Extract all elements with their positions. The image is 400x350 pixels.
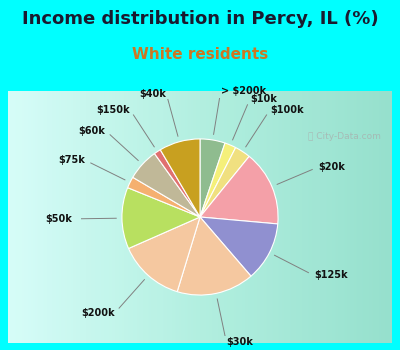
Text: $100k: $100k [270,105,304,115]
Wedge shape [200,139,225,217]
Wedge shape [154,150,200,217]
Text: $50k: $50k [45,214,72,224]
Wedge shape [133,154,200,217]
Wedge shape [160,139,200,217]
Text: $10k: $10k [250,94,277,104]
Text: $150k: $150k [96,105,130,115]
Wedge shape [122,188,200,248]
Wedge shape [128,217,200,292]
Wedge shape [200,148,249,217]
Text: $200k: $200k [82,308,115,318]
Text: White residents: White residents [132,47,268,62]
Text: > $200k: > $200k [221,86,266,96]
Text: $40k: $40k [139,89,166,99]
Text: $20k: $20k [318,162,345,172]
Wedge shape [200,156,278,224]
Text: Income distribution in Percy, IL (%): Income distribution in Percy, IL (%) [22,10,378,28]
Wedge shape [200,217,278,276]
Wedge shape [200,143,236,217]
Text: $75k: $75k [58,155,85,165]
Text: $125k: $125k [314,271,348,280]
Wedge shape [177,217,251,295]
Text: $60k: $60k [79,126,106,136]
Text: Ⓜ City-Data.com: Ⓜ City-Data.com [308,132,380,141]
Text: $30k: $30k [226,337,253,347]
Wedge shape [128,177,200,217]
